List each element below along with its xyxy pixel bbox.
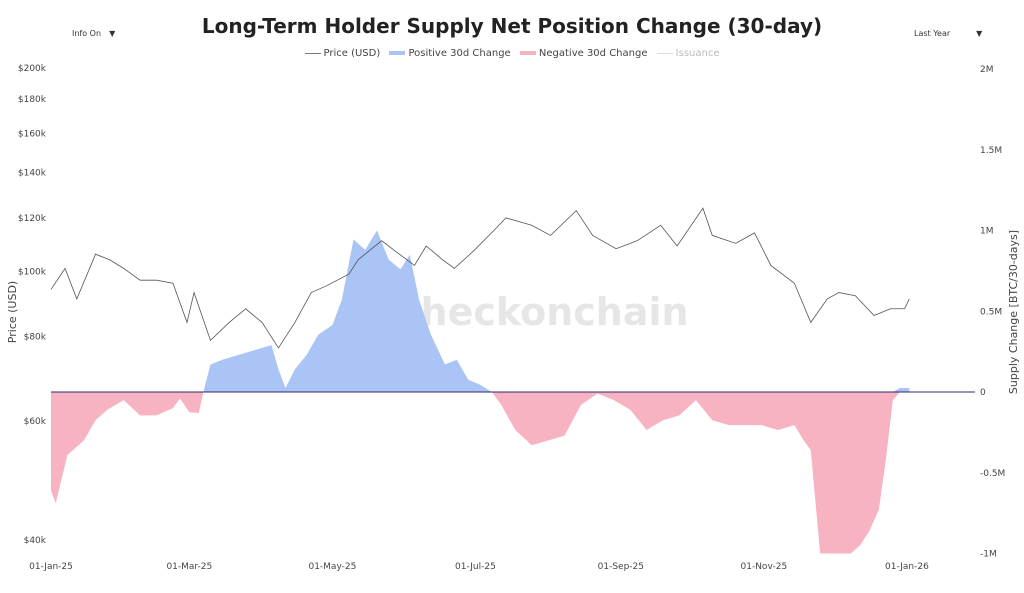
chart-title: Long-Term Holder Supply Net Position Cha… bbox=[201, 14, 823, 38]
x-tick: 01-Jan-25 bbox=[29, 562, 73, 572]
y-left-tick: $160k bbox=[18, 129, 47, 139]
y-left-tick: $40k bbox=[24, 536, 47, 546]
range-select-label: Last Year bbox=[914, 29, 951, 38]
chevron-down-icon: ▼ bbox=[109, 29, 116, 38]
legend: Price (USD) Positive 30d Change Negative… bbox=[0, 48, 1024, 59]
y-right-tick: -0.5M bbox=[980, 469, 1005, 479]
legend-issuance[interactable]: Issuance bbox=[656, 48, 720, 59]
range-select[interactable]: Last Year ▼ bbox=[914, 29, 982, 38]
price-line bbox=[50, 207, 910, 349]
legend-negative[interactable]: Negative 30d Change bbox=[519, 48, 648, 59]
x-tick: 01-Jul-25 bbox=[455, 562, 496, 572]
x-tick: 01-Sep-25 bbox=[598, 562, 644, 572]
info-toggle[interactable]: Info On ▼ bbox=[72, 29, 115, 38]
legend-label: Negative 30d Change bbox=[538, 48, 648, 59]
legend-swatch bbox=[304, 52, 321, 54]
positive-change-area bbox=[51, 230, 910, 392]
y-right-tick: 0.5M bbox=[980, 307, 1002, 317]
legend-swatch bbox=[519, 51, 536, 55]
legend-price[interactable]: Price (USD) bbox=[304, 48, 381, 59]
info-toggle-label: Info On bbox=[72, 29, 102, 38]
y-left-tick: $100k bbox=[18, 267, 47, 277]
y-right-tick: -1M bbox=[980, 550, 997, 560]
x-tick: 01-May-25 bbox=[308, 562, 356, 572]
y-right-label: Supply Change [BTC/30-days] bbox=[1007, 230, 1020, 394]
legend-positive[interactable]: Positive 30d Change bbox=[389, 48, 511, 59]
x-tick: 01-Mar-25 bbox=[166, 562, 212, 572]
y-left-tick: $200k bbox=[18, 64, 47, 74]
legend-swatch bbox=[656, 52, 673, 54]
x-tick: 01-Jan-26 bbox=[885, 562, 929, 572]
legend-label: Price (USD) bbox=[323, 48, 381, 59]
legend-label: Positive 30d Change bbox=[408, 48, 511, 59]
chevron-down-icon: ▼ bbox=[976, 29, 983, 38]
y-right-tick: 1M bbox=[980, 227, 994, 237]
y-left-tick: $120k bbox=[18, 214, 47, 224]
negative-change-area bbox=[51, 392, 910, 554]
legend-swatch bbox=[389, 51, 406, 55]
y-left-tick: $80k bbox=[24, 333, 47, 343]
y-left-label: Price (USD) bbox=[6, 281, 19, 343]
y-right-tick: 2M bbox=[980, 65, 994, 75]
y-left-tick: $180k bbox=[18, 95, 47, 105]
y-left-tick: $140k bbox=[18, 169, 47, 179]
y-left-tick: $60k bbox=[24, 417, 47, 427]
y-right-tick: 1.5M bbox=[980, 146, 1002, 156]
y-right-tick: 0 bbox=[980, 388, 986, 398]
watermark: checkonchain bbox=[398, 290, 689, 334]
x-tick: 01-Nov-25 bbox=[741, 562, 788, 572]
legend-label: Issuance bbox=[675, 48, 720, 59]
